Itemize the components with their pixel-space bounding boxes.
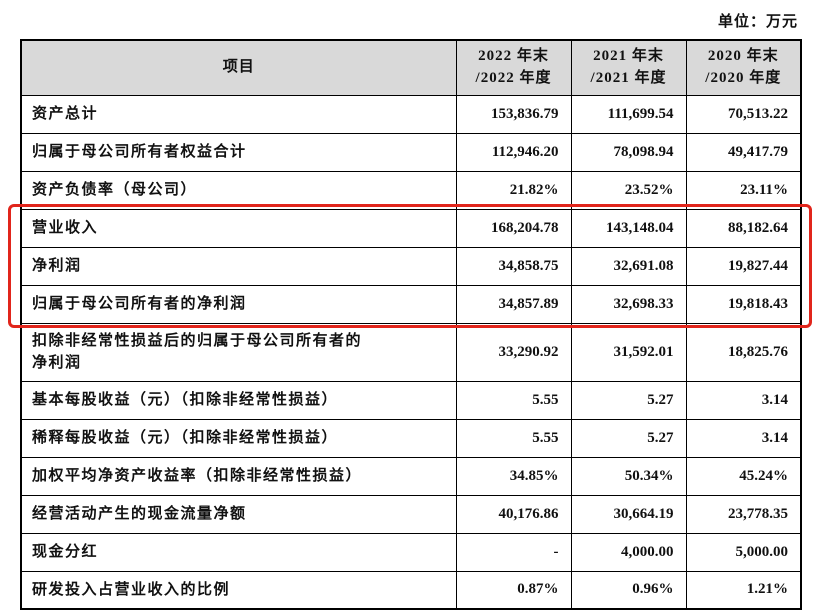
row-value: 32,698.33 bbox=[570, 284, 687, 324]
row-value: 23,778.35 bbox=[685, 494, 802, 534]
row-value: 19,818.43 bbox=[685, 284, 802, 324]
row-value: 5.27 bbox=[570, 380, 687, 420]
row-value: 5,000.00 bbox=[685, 532, 802, 572]
row-value: 88,182.64 bbox=[685, 208, 802, 248]
row-value: 31,592.01 bbox=[570, 322, 687, 382]
row-label: 净利润 bbox=[20, 246, 457, 286]
financial-summary-table: 项目 2022 年末 /2022 年度 2021 年末 /2021 年度 2020 年… bbox=[8, 39, 812, 610]
row-value: 4,000.00 bbox=[570, 532, 687, 572]
row-value: 32,691.08 bbox=[570, 246, 687, 286]
row-value: 34,857.89 bbox=[455, 284, 572, 324]
row-label: 扣除非经常性损益后的归属于母公司所有者的 净利润 bbox=[20, 322, 457, 382]
row-label: 归属于母公司所有者的净利润 bbox=[20, 284, 457, 324]
row-label: 稀释每股收益（元）（扣除非经常性损益） bbox=[20, 418, 457, 458]
row-value: 3.14 bbox=[685, 380, 802, 420]
row-value: 111,699.54 bbox=[570, 94, 687, 134]
table-row: 扣除非经常性损益后的归属于母公司所有者的 净利润 33,290.92 31,592.… bbox=[20, 322, 802, 382]
column-header-item: 项目 bbox=[20, 39, 457, 96]
data-table: 项目 2022 年末 /2022 年度 2021 年末 /2021 年度 2020 年… bbox=[20, 39, 802, 610]
row-value: 34,858.75 bbox=[455, 246, 572, 286]
row-value: 78,098.94 bbox=[570, 132, 687, 172]
row-label: 经营活动产生的现金流量净额 bbox=[20, 494, 457, 534]
row-value: 50.34% bbox=[570, 456, 687, 496]
row-value: 19,827.44 bbox=[685, 246, 802, 286]
row-label: 研发投入占营业收入的比例 bbox=[20, 570, 457, 610]
table-row: 资产负债率（母公司） 21.82% 23.52% 23.11% bbox=[20, 170, 802, 210]
row-value: 23.52% bbox=[570, 170, 687, 210]
row-value: 0.96% bbox=[570, 570, 687, 610]
table-row: 归属于母公司所有者权益合计 112,946.20 78,098.94 49,417.7… bbox=[20, 132, 802, 172]
row-label: 营业收入 bbox=[20, 208, 457, 248]
row-value: 21.82% bbox=[455, 170, 572, 210]
table-row: 基本每股收益（元）（扣除非经常性损益） 5.55 5.27 3.14 bbox=[20, 380, 802, 420]
row-value: 18,825.76 bbox=[685, 322, 802, 382]
table-row: 加权平均净资产收益率（扣除非经常性损益） 34.85% 50.34% 45.24% bbox=[20, 456, 802, 496]
row-value: 5.55 bbox=[455, 418, 572, 458]
row-value: 5.27 bbox=[570, 418, 687, 458]
row-value: 112,946.20 bbox=[455, 132, 572, 172]
row-label: 资产总计 bbox=[20, 94, 457, 134]
column-header-year: 2021 年末 /2021 年度 bbox=[570, 39, 687, 96]
row-value: 70,513.22 bbox=[685, 94, 802, 134]
table-row: 净利润 34,858.75 32,691.08 19,827.44 bbox=[20, 246, 802, 286]
row-value: 34.85% bbox=[455, 456, 572, 496]
table-row: 营业收入 168,204.78 143,148.04 88,182.64 bbox=[20, 208, 802, 248]
column-header-year: 2022 年末 /2022 年度 bbox=[455, 39, 572, 96]
unit-label: 单位：万元 bbox=[717, 14, 798, 30]
column-header-year: 2020 年末 /2020 年度 bbox=[685, 39, 802, 96]
table-row: 现金分红 -4,000.00 5,000.00 bbox=[20, 532, 802, 572]
row-value: 3.14 bbox=[685, 418, 802, 458]
row-value: 40,176.86 bbox=[455, 494, 572, 534]
table-row: 归属于母公司所有者的净利润 34,857.89 32,698.33 19,818.43 bbox=[20, 284, 802, 324]
row-value: 30,664.19 bbox=[570, 494, 687, 534]
row-value: 168,204.78 bbox=[455, 208, 572, 248]
row-label: 基本每股收益（元）（扣除非经常性损益） bbox=[20, 380, 457, 420]
row-value: - bbox=[455, 532, 572, 572]
row-value: 143,148.04 bbox=[570, 208, 687, 248]
table-row: 稀释每股收益（元）（扣除非经常性损益） 5.55 5.27 3.14 bbox=[20, 418, 802, 458]
table-row: 资产总计 153,836.79 111,699.54 70,513.22 bbox=[20, 94, 802, 134]
row-label: 资产负债率（母公司） bbox=[20, 170, 457, 210]
row-value: 23.11% bbox=[685, 170, 802, 210]
header-row: 项目 2022 年末 /2022 年度 2021 年末 /2021 年度 2020 年… bbox=[20, 39, 802, 96]
table-row: 研发投入占营业收入的比例 0.87% 0.96% 1.21% bbox=[20, 570, 802, 610]
row-value: 1.21% bbox=[685, 570, 802, 610]
row-value: 0.87% bbox=[455, 570, 572, 610]
row-value: 33,290.92 bbox=[455, 322, 572, 382]
table-row: 经营活动产生的现金流量净额 40,176.86 30,664.19 23,778.35 bbox=[20, 494, 802, 534]
row-label: 现金分红 bbox=[20, 532, 457, 572]
row-value: 5.55 bbox=[455, 380, 572, 420]
table-header: 项目 2022 年末 /2022 年度 2021 年末 /2021 年度 2020 年… bbox=[20, 39, 802, 96]
row-value: 49,417.79 bbox=[685, 132, 802, 172]
row-value: 153,836.79 bbox=[455, 94, 572, 134]
row-label: 归属于母公司所有者权益合计 bbox=[20, 132, 457, 172]
table-body: 资产总计 153,836.79 111,699.54 70,513.22 归属于母公司所… bbox=[20, 94, 802, 610]
row-value: 45.24% bbox=[685, 456, 802, 496]
row-label: 加权平均净资产收益率（扣除非经常性损益） bbox=[20, 456, 457, 496]
